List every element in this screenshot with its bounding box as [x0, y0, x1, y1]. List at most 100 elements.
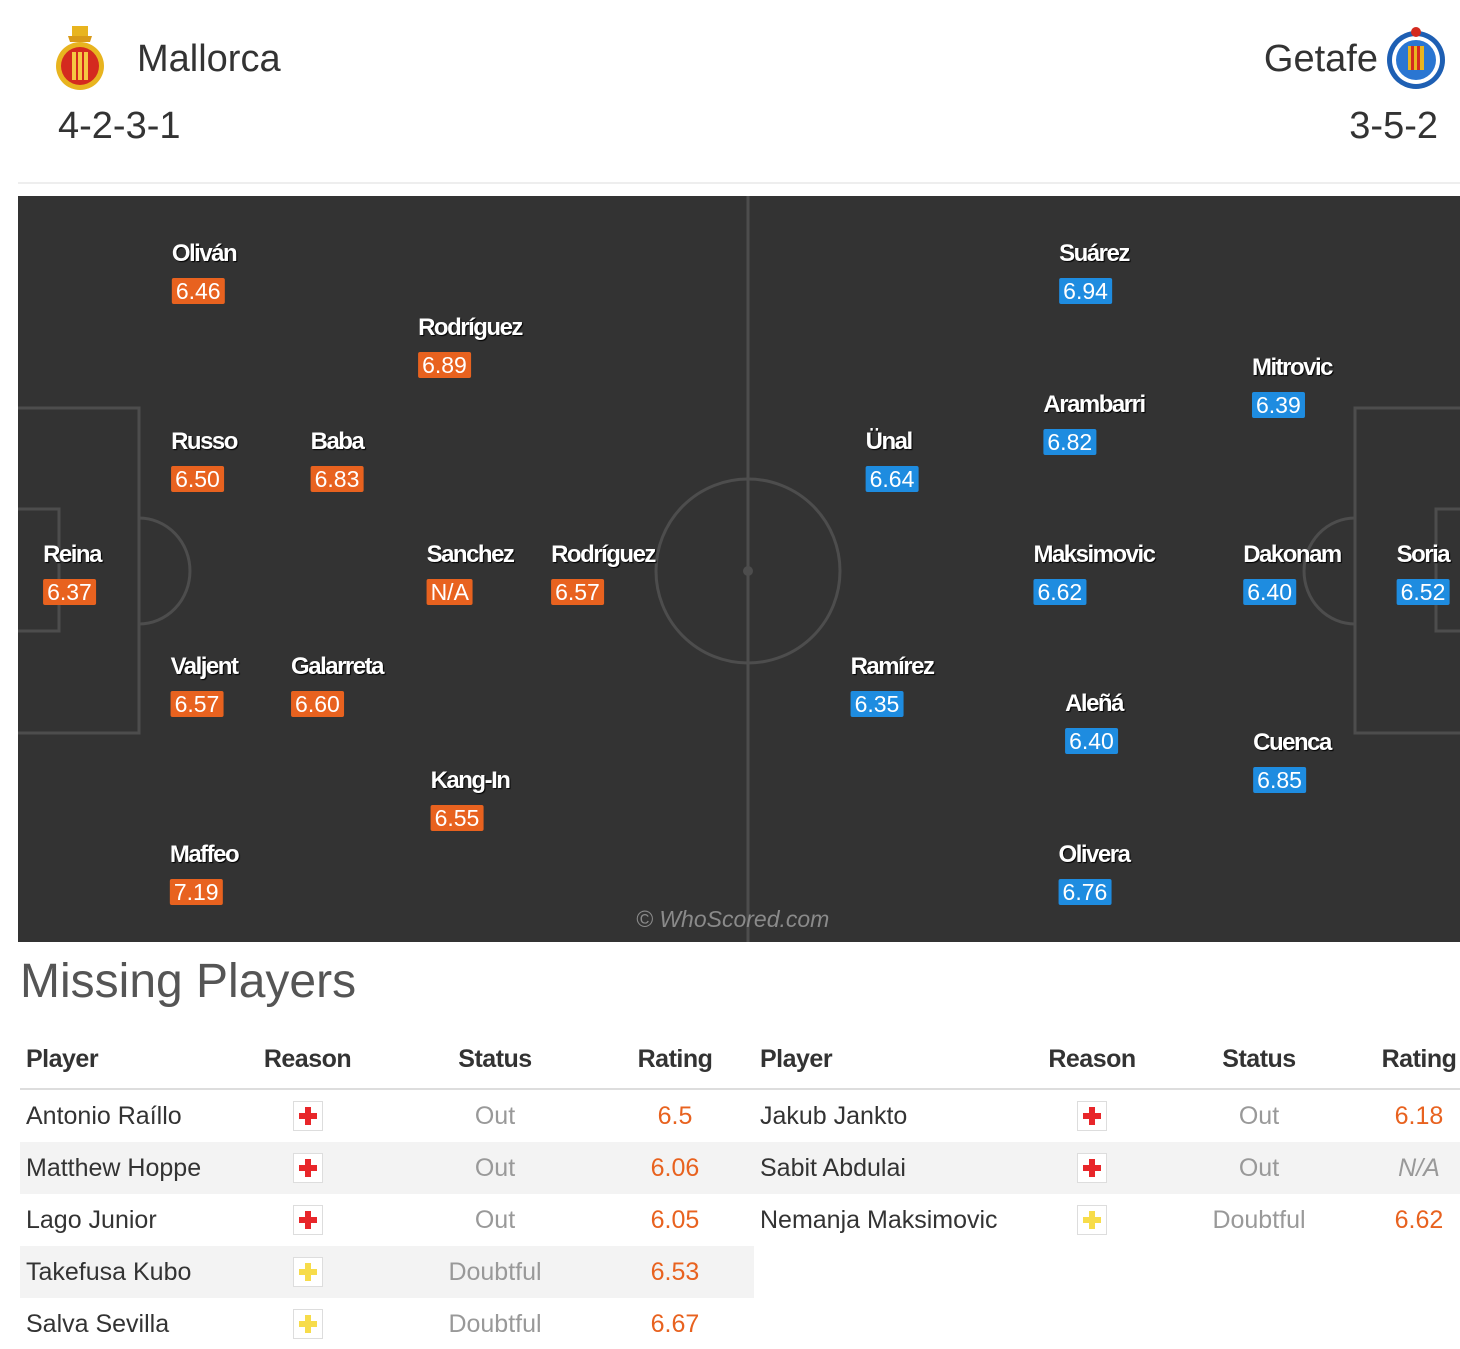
player-name: Sanchez: [426, 541, 515, 568]
home-team-name[interactable]: Mallorca: [137, 38, 281, 80]
column-header-reason: Reason: [1048, 1044, 1136, 1073]
pitch-markings: [18, 196, 1460, 942]
status-text: Doubtful: [448, 1257, 542, 1286]
player-name: Arambarri: [1043, 391, 1146, 418]
player-rating-badge: 6.94: [1059, 278, 1112, 304]
player-marker[interactable]: Ünal 6.64: [865, 428, 919, 492]
player-marker[interactable]: Dakonam 6.40: [1243, 541, 1342, 605]
player-marker[interactable]: Ramírez 6.35: [850, 653, 935, 717]
status-text: Out: [1238, 1101, 1280, 1130]
injury-icon[interactable]: [1077, 1153, 1107, 1183]
player-marker[interactable]: Maksimovic 6.62: [1033, 541, 1156, 605]
injury-icon[interactable]: [292, 1101, 323, 1131]
player-name: Cuenca: [1253, 729, 1332, 756]
player-marker[interactable]: Aleñá 6.40: [1065, 690, 1124, 754]
missing-player-name[interactable]: Takefusa Kubo: [26, 1257, 192, 1286]
player-rating-badge: 7.19: [169, 879, 223, 905]
player-name: Galarreta: [291, 653, 384, 680]
player-marker[interactable]: Arambarri 6.82: [1043, 391, 1146, 455]
column-header-player: Player: [760, 1044, 833, 1073]
player-rating-badge: 6.83: [310, 466, 364, 492]
player-marker[interactable]: Rodríguez 6.89: [418, 314, 523, 378]
table-row[interactable]: Lago Junior Out 6.05: [20, 1194, 754, 1246]
player-rating-badge: 6.89: [418, 352, 471, 378]
player-name: Baba: [310, 428, 365, 455]
match-header: Mallorca 4-2-3-1 Getafe 3-5-2: [18, 0, 1460, 184]
injury-icon[interactable]: [1077, 1101, 1107, 1131]
player-rating: 6.62: [1394, 1205, 1444, 1234]
player-rating-badge: 6.76: [1058, 879, 1112, 905]
column-header-rating: Rating: [1381, 1044, 1457, 1073]
column-header-status: Status: [1222, 1044, 1296, 1073]
missing-player-name[interactable]: Jakub Jankto: [760, 1101, 908, 1130]
missing-player-name[interactable]: Matthew Hoppe: [26, 1153, 202, 1182]
player-rating: 6.5: [657, 1101, 693, 1130]
missing-players-title: Missing Players: [20, 955, 357, 1008]
away-formation: 3-5-2: [1349, 105, 1438, 147]
player-marker[interactable]: Olivera 6.76: [1058, 841, 1131, 905]
table-row[interactable]: Nemanja Maksimovic Doubtful 6.62: [754, 1194, 1460, 1246]
column-header-reason: Reason: [263, 1044, 352, 1073]
table-row[interactable]: Salva Sevilla Doubtful 6.67: [20, 1298, 754, 1349]
player-marker[interactable]: Mitrovic 6.39: [1251, 354, 1334, 418]
table-row[interactable]: Jakub Jankto Out 6.18: [754, 1090, 1460, 1142]
doubtful-icon[interactable]: [292, 1257, 323, 1287]
player-rating-badge: 6.46: [171, 278, 225, 304]
table-row[interactable]: Matthew Hoppe Out 6.06: [20, 1142, 754, 1194]
doubtful-icon[interactable]: [1077, 1205, 1107, 1235]
player-marker[interactable]: Galarreta 6.60: [291, 653, 384, 717]
missing-player-name[interactable]: Antonio Raíllo: [26, 1101, 182, 1130]
reason-cell: [260, 1194, 355, 1246]
player-name: Valjent: [170, 653, 239, 680]
player-marker[interactable]: Russo 6.50: [171, 428, 238, 492]
player-marker[interactable]: Oliván 6.46: [171, 240, 238, 304]
player-marker[interactable]: Baba 6.83: [310, 428, 365, 492]
player-marker[interactable]: Cuenca 6.85: [1253, 729, 1332, 793]
table-header: Player Reason Status Rating: [20, 1030, 754, 1090]
player-marker[interactable]: Valjent 6.57: [170, 653, 239, 717]
table-row[interactable]: Antonio Raíllo Out 6.5: [20, 1090, 754, 1142]
column-header-status: Status: [458, 1044, 532, 1073]
player-rating-badge: 6.40: [1065, 728, 1118, 754]
status-text: Out: [474, 1153, 516, 1182]
player-rating-badge: 6.64: [865, 466, 919, 492]
player-name: Kang-In: [430, 767, 511, 794]
player-marker[interactable]: Rodríguez 6.57: [551, 541, 656, 605]
player-marker[interactable]: Suárez 6.94: [1059, 240, 1130, 304]
injury-icon[interactable]: [292, 1153, 323, 1183]
reason-cell: [1044, 1194, 1140, 1246]
player-name: Reina: [43, 541, 102, 568]
status-text: Out: [474, 1205, 516, 1234]
missing-player-name[interactable]: Lago Junior: [26, 1205, 157, 1234]
reason-cell: [260, 1246, 355, 1298]
player-marker[interactable]: Sanchez N/A: [426, 541, 515, 605]
injury-icon[interactable]: [292, 1205, 323, 1235]
doubtful-icon[interactable]: [292, 1309, 323, 1339]
missing-player-name[interactable]: Salva Sevilla: [26, 1309, 170, 1338]
player-rating-badge: 6.35: [850, 691, 904, 717]
getafe-crest-icon: [1387, 27, 1445, 89]
player-rating-badge: 6.39: [1251, 392, 1305, 418]
player-marker[interactable]: Soria 6.52: [1396, 541, 1451, 605]
missing-player-name[interactable]: Sabit Abdulai: [760, 1153, 906, 1182]
reason-cell: [1044, 1090, 1140, 1142]
table-row[interactable]: Takefusa Kubo Doubtful 6.53: [20, 1246, 754, 1298]
player-name: Olivera: [1058, 841, 1131, 868]
table-row[interactable]: Sabit Abdulai Out N/A: [754, 1142, 1460, 1194]
player-rating: 6.53: [650, 1257, 700, 1286]
player-marker[interactable]: Reina 6.37: [43, 541, 102, 605]
missing-player-name[interactable]: Nemanja Maksimovic: [760, 1205, 998, 1234]
watermark: © WhoScored.com: [636, 906, 830, 932]
player-name: Mitrovic: [1251, 354, 1334, 381]
player-marker[interactable]: Kang-In 6.55: [430, 767, 511, 831]
away-team-name[interactable]: Getafe: [1263, 38, 1378, 80]
player-rating-badge: 6.55: [430, 805, 484, 831]
table-header: Player Reason Status Rating: [754, 1030, 1460, 1090]
player-rating-badge: 6.40: [1243, 579, 1296, 605]
status-text: Out: [474, 1101, 516, 1130]
player-marker[interactable]: Maffeo 7.19: [169, 841, 240, 905]
reason-cell: [260, 1298, 355, 1349]
player-name: Russo: [171, 428, 238, 455]
column-header-rating: Rating: [637, 1044, 713, 1073]
home-formation: 4-2-3-1: [58, 105, 181, 147]
